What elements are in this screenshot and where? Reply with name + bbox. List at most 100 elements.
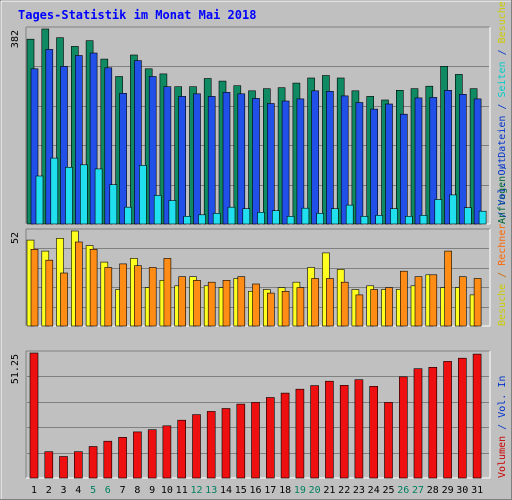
bar-volumen-day-25: [384, 402, 393, 479]
legend-entry-5: Vol. Out: [497, 157, 508, 205]
x-tick-label: 4: [75, 485, 81, 496]
bar-seiten-day-7: [124, 206, 132, 225]
bar-seiten-day-5: [94, 168, 103, 225]
bar-volumen-day-26: [398, 376, 408, 479]
bar-volumen-day-30: [457, 357, 467, 479]
bar-volumen-day-5: [88, 446, 98, 479]
bar-volumen-day-29: [443, 361, 452, 479]
bar-volumen-day-14: [221, 408, 231, 479]
bar-volumen-day-9: [147, 429, 157, 479]
bar-volumen-day-11: [177, 419, 186, 479]
bar-seiten-day-28: [434, 199, 443, 225]
bar-dateien-day-23: [355, 102, 364, 225]
bar-volumen-day-13: [206, 411, 216, 479]
bar-volumen-day-28: [428, 366, 438, 479]
chart-panel-3: 51.25 Volumen / Vol. In: [10, 350, 508, 479]
legend-separator: /: [497, 43, 508, 61]
bar-rechner-day-1: [30, 249, 39, 327]
bar-volumen-day-3: [59, 456, 68, 479]
bar-seiten-day-8: [139, 165, 147, 225]
right-legend: Besuche / Rechner / Vol. Out: [497, 157, 508, 326]
bar-rechner-day-2: [45, 259, 54, 327]
legend-entry-1: Volumen: [497, 436, 508, 478]
bar-volumen-day-8: [133, 431, 142, 479]
bar-rechner-day-9: [148, 267, 157, 327]
bar-seiten-day-15: [242, 208, 251, 225]
bar-rechner-day-25: [385, 287, 393, 327]
x-tick-label: 18: [279, 485, 291, 496]
bar-volumen-day-4: [74, 451, 83, 479]
bar-dateien-day-26: [399, 113, 408, 225]
bar-rechner-day-23: [355, 294, 364, 327]
x-tick-label: 19: [294, 485, 306, 496]
x-tick-label: 6: [105, 485, 111, 496]
legend-entry-7: Besuche: [497, 1, 508, 43]
bar-dateien-day-15: [237, 93, 246, 225]
legend-entry-3: Vol. In: [497, 376, 508, 418]
bar-seiten-day-27: [419, 215, 428, 225]
bar-seiten-day-26: [404, 216, 413, 225]
bar-rechner-day-27: [414, 276, 423, 327]
bar-seiten-day-11: [183, 216, 191, 225]
bar-volumen-day-21: [325, 380, 334, 479]
bar-rechner-day-3: [60, 272, 68, 327]
bar-rechner-day-20: [311, 278, 319, 327]
bar-dateien-day-25: [385, 103, 393, 225]
bar-volumen-day-20: [310, 385, 319, 479]
bar-seiten-day-16: [257, 212, 265, 225]
bar-volumen-day-16: [251, 402, 260, 479]
bar-dateien-day-28: [429, 97, 438, 225]
right-legend: Anfragen / Dateien / Seiten / Besuche: [497, 1, 508, 224]
bar-volumen-day-27: [413, 368, 423, 479]
bar-rechner-day-24: [370, 289, 379, 327]
x-tick-label: 20: [309, 485, 321, 496]
x-tick-label: 27: [412, 485, 424, 496]
bar-dateien-day-27: [414, 97, 423, 225]
y-axis-max-label: 52: [10, 232, 21, 244]
bar-volumen-day-12: [192, 414, 201, 479]
bar-volumen-day-24: [369, 385, 379, 479]
legend-separator: /: [497, 158, 508, 176]
bar-rechner-day-10: [163, 258, 172, 327]
bar-seiten-day-18: [286, 216, 295, 225]
bar-dateien-day-5: [89, 52, 98, 225]
x-tick-label: 9: [149, 485, 155, 496]
bar-dateien-day-16: [252, 98, 260, 225]
bar-seiten-day-12: [198, 214, 206, 225]
bar-rechner-day-14: [222, 279, 231, 327]
bar-volumen-day-17: [265, 397, 275, 479]
bar-seiten-day-17: [271, 210, 280, 225]
bar-dateien-day-29: [444, 90, 452, 225]
bar-seiten-day-14: [227, 206, 236, 225]
bar-rechner-day-15: [237, 276, 246, 327]
bar-seiten-day-24: [375, 215, 384, 225]
series-dateien: [30, 49, 482, 225]
bar-volumen-day-10: [162, 425, 172, 479]
bar-dateien-day-13: [207, 96, 216, 225]
x-tick-label: 10: [161, 485, 173, 496]
right-legend: Volumen / Vol. In: [497, 376, 508, 478]
legend-separator: /: [497, 206, 508, 224]
bar-volumen-day-22: [339, 384, 349, 479]
x-tick-label: 24: [368, 485, 380, 496]
bar-dateien-day-18: [281, 100, 290, 225]
bar-seiten-day-31: [478, 210, 487, 225]
x-tick-label: 12: [190, 485, 202, 496]
chart-panel-2: 52 Besuche / Rechner / Vol. Out: [10, 157, 508, 327]
bar-dateien-day-6: [104, 67, 113, 225]
x-tick-label: 8: [134, 485, 140, 496]
x-tick-label: 29: [442, 485, 454, 496]
bar-volumen-day-2: [44, 451, 54, 479]
bar-rechner-day-7: [119, 263, 127, 327]
x-tick-label: 11: [176, 485, 188, 496]
legend-separator: /: [497, 266, 508, 284]
bar-seiten-day-1: [35, 175, 44, 225]
legend-entry-5: Seiten: [497, 61, 508, 97]
y-axis-max-label: 51.25: [10, 354, 21, 384]
bar-rechner-day-12: [193, 279, 201, 327]
bar-seiten-day-29: [449, 194, 457, 225]
bar-dateien-day-31: [473, 98, 482, 225]
bar-rechner-day-28: [429, 274, 438, 327]
x-tick-label: 1: [31, 485, 37, 496]
